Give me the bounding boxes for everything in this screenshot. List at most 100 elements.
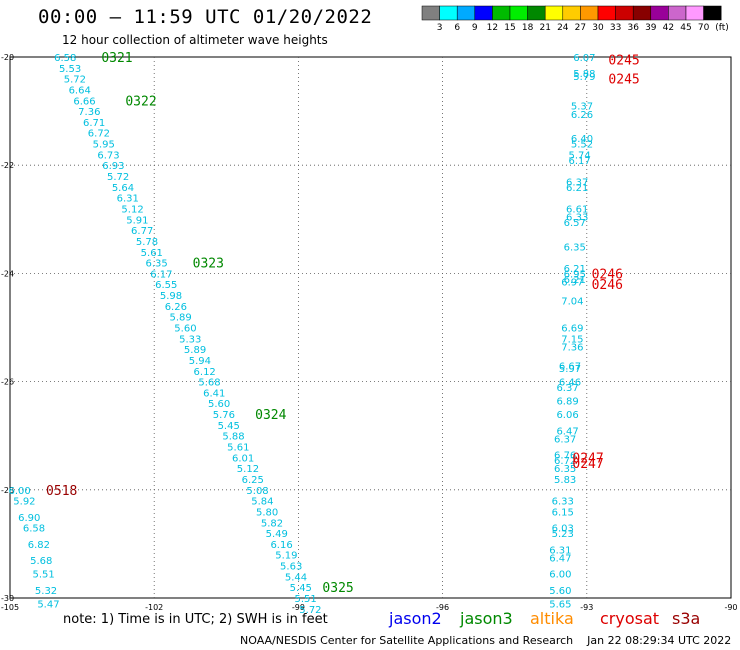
wave-height-value: 6.37 <box>556 383 578 394</box>
legend-unit: (ft) <box>715 23 729 33</box>
wave-height-value: 6.15 <box>552 507 574 518</box>
legend-label: 36 <box>627 23 639 33</box>
wave-height-value: 6.58 <box>23 524 45 535</box>
legend-label: 21 <box>539 23 550 33</box>
wave-height-value: 5.49 <box>266 529 288 540</box>
wave-height-value: 6.76 <box>554 451 576 462</box>
y-tick-label: -30 <box>1 594 14 603</box>
satellite-name: s3a <box>672 609 701 628</box>
legend-label: 9 <box>472 23 478 33</box>
wave-height-value: 6.16 <box>270 540 292 551</box>
wave-height-value: 5.52 <box>571 140 593 151</box>
legend-label: 42 <box>663 23 674 33</box>
pass-time-label: 0245 <box>608 54 639 69</box>
wave-height-value: 5.74 <box>568 150 590 161</box>
wave-height-value: 6.37 <box>566 177 588 188</box>
wave-height-value: 5.68 <box>198 378 220 389</box>
wave-height-value: 6.35 <box>554 464 576 475</box>
wave-height-value: 5.83 <box>554 475 576 486</box>
x-tick-label: -99 <box>292 603 305 612</box>
wave-height-value: 7.36 <box>78 107 100 118</box>
satellite-name: cryosat <box>600 609 660 628</box>
pass-time-label: 0246 <box>592 278 623 293</box>
satellite-name: jason3 <box>460 609 513 628</box>
wave-height-value: 6.21 <box>564 264 586 275</box>
legend-label: 18 <box>522 23 534 33</box>
wave-height-value: 5.60 <box>549 586 571 597</box>
wave-height-value: 6.31 <box>549 545 571 556</box>
wave-height-value: 5.91 <box>126 215 148 226</box>
wave-height-value: 5.19 <box>275 551 297 562</box>
chart-title: 00:00 – 11:59 UTC 01/20/2022 <box>38 6 373 28</box>
wave-height-value: 5.45 <box>218 421 240 432</box>
wave-height-value: 5.47 <box>37 599 59 610</box>
wave-height-value: 5.89 <box>170 313 192 324</box>
wave-height-value: 5.60 <box>208 399 230 410</box>
x-tick-label: -102 <box>145 603 163 612</box>
wave-height-value: 5.64 <box>112 183 134 194</box>
x-tick-label: -96 <box>436 603 449 612</box>
wave-height-value: 5.32 <box>35 586 57 597</box>
wave-height-value: 6.97 <box>561 278 583 289</box>
wave-height-value: 6.17 <box>150 269 172 280</box>
y-tick-label: -26 <box>1 378 14 387</box>
x-tick-label: -93 <box>580 603 593 612</box>
pass-time-label: 0246 <box>592 267 623 282</box>
pass-time-label: 0323 <box>193 257 224 272</box>
wave-height-value: 6.25 <box>242 475 264 486</box>
wave-height-value: 6.31 <box>117 194 139 205</box>
wave-height-value: 6.61 <box>566 204 588 215</box>
wave-height-value: 6.55 <box>155 280 177 291</box>
wave-height-value: 6.17 <box>568 156 590 167</box>
y-tick-label: -22 <box>1 161 14 170</box>
wave-height-value: 6.72 <box>88 129 110 140</box>
wave-height-value: 6.00 <box>8 486 30 497</box>
legend-label: 12 <box>487 23 498 33</box>
legend-swatch <box>703 5 722 21</box>
wave-height-value: 7.15 <box>561 334 583 345</box>
pass-time-label: 0247 <box>572 457 603 472</box>
wave-height-value: 5.72 <box>107 172 129 183</box>
wave-height-value: 6.95 <box>564 269 586 280</box>
wave-height-value: 6.01 <box>232 453 254 464</box>
y-tick-label: -20 <box>1 53 14 62</box>
wave-height-value: 5.51 <box>294 594 316 605</box>
satellite-name: altika <box>530 609 574 628</box>
wave-height-value: 5.89 <box>184 345 206 356</box>
pass-time-label: 0245 <box>608 73 639 88</box>
wave-height-value: 5.79 <box>573 72 595 83</box>
wave-height-value: 6.66 <box>73 96 95 107</box>
wave-height-value: 6.89 <box>556 397 578 408</box>
wave-height-value: 6.26 <box>165 302 187 313</box>
wave-height-value: 5.88 <box>573 69 595 80</box>
wave-height-value: 6.93 <box>102 161 124 172</box>
pass-time-label: 0325 <box>322 581 353 596</box>
wave-height-value: 5.82 <box>261 518 283 529</box>
wave-height-value: 5.92 <box>13 497 35 508</box>
pass-time-label: 0518 <box>46 484 77 499</box>
legend-label: 70 <box>698 23 710 33</box>
wave-height-value: 6.73 <box>97 150 119 161</box>
wave-height-value: 6.82 <box>28 540 50 551</box>
wave-height-value: 5.80 <box>256 507 278 518</box>
wave-height-value: 5.94 <box>189 356 211 367</box>
wave-height-value: 6.06 <box>556 410 578 421</box>
legend-label: 39 <box>645 23 657 33</box>
pass-time-label: 0324 <box>255 408 286 423</box>
wave-height-value: 6.69 <box>561 324 583 335</box>
legend-label: 3 <box>437 23 443 33</box>
pass-time-label: 0322 <box>125 94 156 109</box>
legend-label: 33 <box>610 23 621 33</box>
wave-height-value: 5.37 <box>571 102 593 113</box>
wave-height-value: 6.21 <box>564 275 586 286</box>
wave-height-value: 7.36 <box>561 342 583 353</box>
wave-height-value: 5.95 <box>93 140 115 151</box>
wave-height-value: 6.47 <box>549 553 571 564</box>
legend-label: 27 <box>575 23 586 33</box>
wave-height-value: 5.72 <box>299 605 321 616</box>
y-tick-label: -28 <box>1 486 14 495</box>
wave-height-value: 6.37 <box>554 434 576 445</box>
wave-height-value: 6.03 <box>552 524 574 535</box>
satellite-name: jason2 <box>389 609 442 628</box>
